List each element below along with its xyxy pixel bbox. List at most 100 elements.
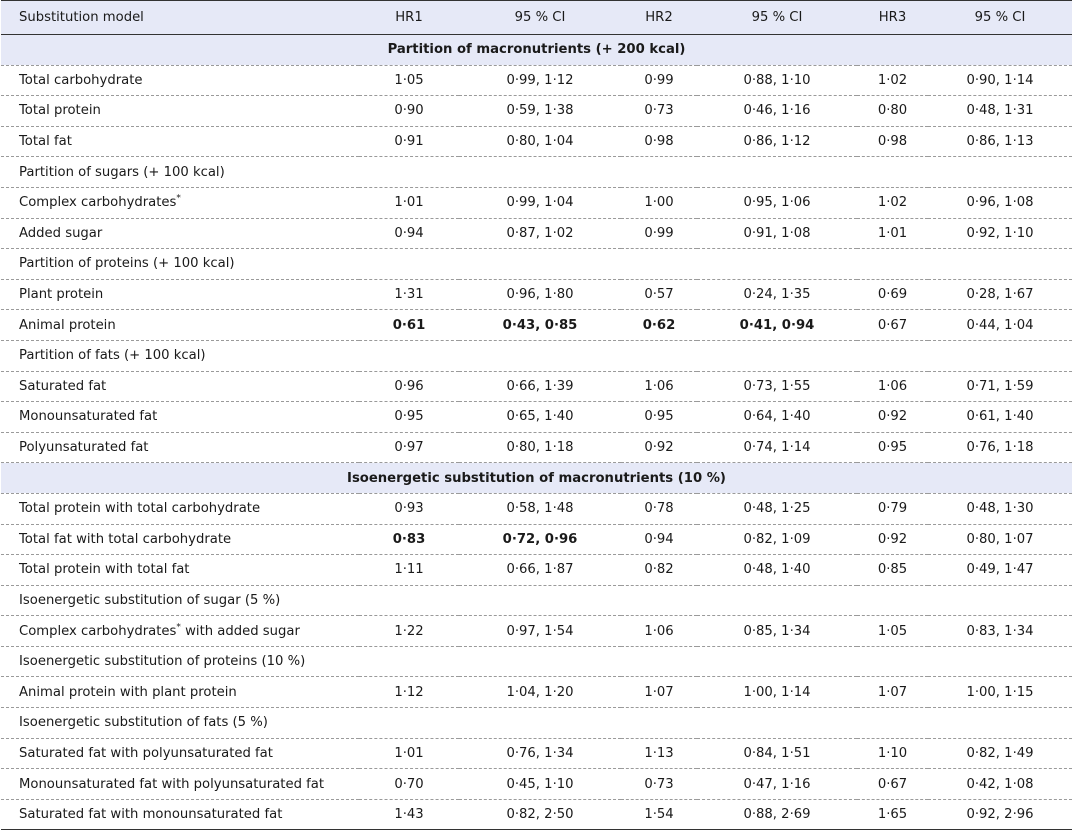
hr3-value: 0·95	[877, 440, 908, 456]
hr1-value: 0·90	[394, 103, 424, 119]
hr3-value: 1·02	[877, 72, 908, 88]
table-body: Partition of macronutrients (+ 200 kcal)…	[1, 34, 1072, 830]
hr3-value: 0·85	[877, 562, 908, 578]
table-row: Monounsaturated fat with polyunsaturated…	[1, 769, 1072, 800]
ci3-value: 0·28, 1·67	[966, 287, 1034, 303]
ci1-value: 0·99, 1·12	[506, 72, 574, 88]
table-row: Complex carbohydrates* 1·01 0·99, 1·04 1…	[1, 187, 1072, 219]
row-label: Total protein with total carbohydrate	[19, 501, 261, 517]
hr2-value: 0·82	[644, 562, 674, 578]
hr1-value: 1·12	[394, 684, 424, 700]
ci3-value: 0·86, 1·13	[966, 134, 1034, 150]
row-label: Total protein with total fat	[19, 562, 190, 578]
table-row: Total fat with total carbohydrate 0·83 0…	[1, 524, 1072, 555]
hr3-value: 0·67	[877, 776, 908, 792]
ci3-value: 0·44, 1·04	[966, 317, 1034, 333]
hr1-value-significant: 0·83	[392, 531, 426, 547]
ci2-value: 0·74, 1·14	[743, 440, 811, 456]
hr2-value: 1·06	[644, 378, 674, 394]
table-row: Monounsaturated fat 0·95 0·65, 1·40 0·95…	[1, 402, 1072, 433]
hr2-value: 0·92	[644, 440, 674, 456]
table-header: Substitution model HR1 95 % CI HR2 95 % …	[1, 0, 1072, 35]
subgroup-label: Partition of fats (+ 100 kcal)	[19, 348, 206, 364]
hr2-value: 0·73	[644, 103, 674, 119]
table-row: Animal protein 0·61 0·43, 0·85 0·62 0·41…	[1, 310, 1072, 341]
ci1-value: 0·66, 1·39	[506, 378, 574, 394]
hr3-value: 1·01	[877, 225, 908, 241]
table-row: Total protein with total carbohydrate 0·…	[1, 493, 1072, 524]
subgroup-row: Isoenergetic substitution of sugar (5 %)	[1, 585, 1072, 616]
row-label: Total fat	[19, 134, 72, 150]
row-label: Complex carbohydrates* with added sugar	[1, 616, 359, 647]
row-label-text: Complex carbohydrates	[19, 195, 177, 211]
footnote-marker: *	[176, 622, 181, 633]
hr2-value: 0·78	[644, 501, 674, 517]
ci2-value: 0·88, 2·69	[743, 807, 811, 823]
table-row: Saturated fat with monounsaturated fat 1…	[1, 799, 1072, 830]
hr1-value: 1·22	[394, 623, 424, 639]
ci1-value: 0·80, 1·04	[506, 134, 574, 150]
ci2-value: 0·84, 1·51	[743, 745, 811, 761]
subgroup-row: Partition of fats (+ 100 kcal)	[1, 340, 1072, 372]
hr2-value: 1·13	[644, 745, 674, 761]
hr3-value: 0·79	[877, 501, 908, 517]
ci2-value: 0·82, 1·09	[743, 531, 811, 547]
ci3-value: 0·83, 1·34	[966, 623, 1034, 639]
subgroup-label: Partition of sugars (+ 100 kcal)	[19, 164, 225, 180]
row-label: Polyunsaturated fat	[19, 440, 149, 456]
ci3-value: 0·48, 1·30	[966, 501, 1034, 517]
row-label-text: Complex carbohydrates	[19, 623, 177, 639]
ci1-value: 0·82, 2·50	[506, 807, 574, 823]
hr1-value: 0·96	[394, 378, 424, 394]
hr2-value: 0·99	[644, 225, 674, 241]
ci1-value: 0·87, 1·02	[506, 225, 574, 241]
ci3-value: 0·71, 1·59	[966, 378, 1034, 394]
row-label: Total carbohydrate	[19, 72, 143, 88]
ci1-value: 0·99, 1·04	[506, 195, 574, 211]
row-label: Plant protein	[19, 287, 104, 303]
ci3-value: 0·80, 1·07	[966, 531, 1034, 547]
ci1-value: 0·59, 1·38	[506, 103, 574, 119]
row-label: Animal protein	[19, 317, 116, 333]
ci2-value: 0·48, 1·40	[743, 562, 811, 578]
subgroup-row: Partition of proteins (+ 100 kcal)	[1, 249, 1072, 280]
hr3-value: 1·65	[877, 807, 908, 823]
hr1-value-significant: 0·61	[392, 317, 426, 333]
col-header-hr3: HR3	[878, 10, 907, 25]
hr3-value: 1·07	[877, 684, 908, 700]
ci3-value: 0·49, 1·47	[966, 562, 1034, 578]
hr3-value: 0·92	[877, 531, 908, 547]
ci1-value: 0·97, 1·54	[506, 623, 574, 639]
hr3-value: 1·02	[877, 195, 908, 211]
ci2-value: 0·64, 1·40	[743, 409, 811, 425]
hr3-value: 1·06	[877, 378, 908, 394]
hr2-value: 1·06	[644, 623, 674, 639]
ci1-value: 0·96, 1·80	[506, 287, 574, 303]
col-header-model: Substitution model	[19, 10, 144, 25]
hr3-value: 0·92	[877, 409, 908, 425]
ci1-value: 0·80, 1·18	[506, 440, 574, 456]
ci3-value: 0·96, 1·08	[966, 195, 1034, 211]
hr3-value: 0·80	[877, 103, 908, 119]
ci2-value: 0·73, 1·55	[743, 378, 811, 394]
ci2-value: 0·91, 1·08	[743, 225, 811, 241]
subgroup-label: Isoenergetic substitution of proteins (1…	[19, 654, 306, 670]
footnote-marker: *	[176, 193, 181, 204]
ci1-value: 0·76, 1·34	[506, 745, 574, 761]
table-row: Animal protein with plant protein 1·12 1…	[1, 677, 1072, 708]
col-header-hr1: HR1	[395, 10, 423, 25]
row-label: Saturated fat with monounsaturated fat	[19, 807, 283, 823]
ci2-value: 0·47, 1·16	[743, 776, 811, 792]
hr2-value: 0·57	[644, 287, 674, 303]
ci2-value: 1·00, 1·14	[743, 684, 811, 700]
row-label: Added sugar	[19, 225, 103, 241]
ci2-value: 0·88, 1·10	[743, 72, 811, 88]
ci3-value: 0·92, 1·10	[966, 225, 1034, 241]
ci3-value: 0·48, 1·31	[966, 103, 1034, 119]
ci2-value: 0·46, 1·16	[743, 103, 811, 119]
hr3-value: 0·69	[877, 287, 908, 303]
ci3-value: 0·42, 1·08	[966, 776, 1034, 792]
ci1-value-significant: 0·72, 0·96	[502, 531, 578, 547]
